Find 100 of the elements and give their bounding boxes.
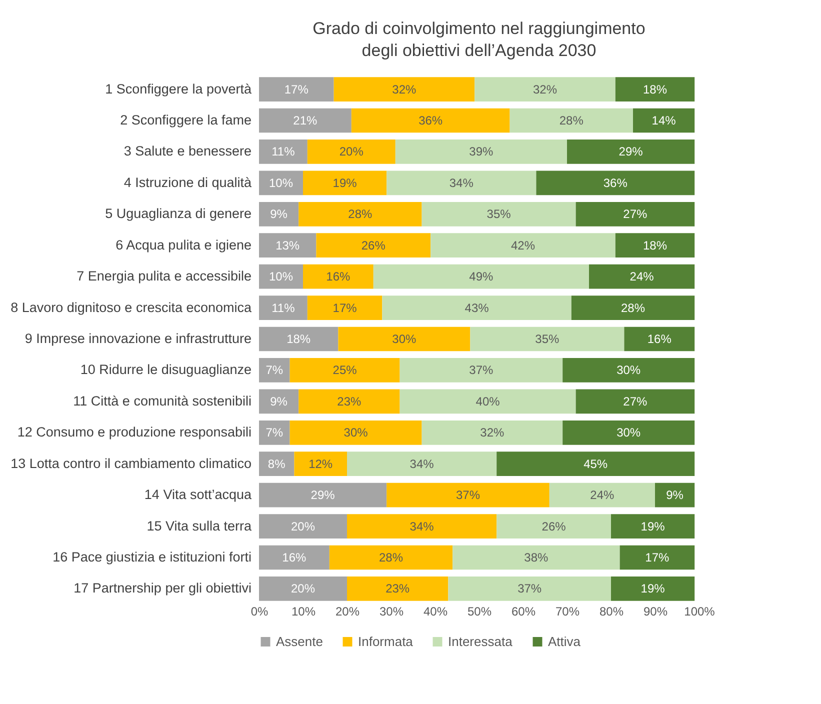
bar <box>259 452 294 476</box>
data-label: 42% <box>510 238 536 252</box>
data-label: 23% <box>337 394 362 408</box>
bar <box>615 233 695 258</box>
bar <box>571 296 695 320</box>
bar <box>259 358 290 382</box>
x-tick-label: 50% <box>467 604 492 618</box>
data-label: 8% <box>268 456 286 471</box>
bar <box>430 233 616 258</box>
y-tick-label: 13 Lotta contro il cambiamento climatico <box>10 456 252 471</box>
bar <box>470 326 624 352</box>
y-tick-label: 1 Sconfiggere la povertà <box>105 81 252 96</box>
y-tick-label: 9 Imprese innovazione e infrastrutture <box>24 331 252 346</box>
data-label: 32% <box>392 82 417 96</box>
bar <box>615 77 695 102</box>
x-tick-label: 40% <box>423 604 448 618</box>
x-tick-label: 30% <box>379 604 404 618</box>
y-tick-label: 8 Lavoro dignitoso e crescita economica <box>10 300 252 315</box>
bar <box>576 202 695 226</box>
bar <box>400 389 576 414</box>
data-label: 12% <box>308 456 333 471</box>
bar <box>303 264 374 289</box>
data-label: 19% <box>640 519 666 534</box>
y-tick-label: 10 Ridurre le disuguaglianze <box>80 362 252 378</box>
legend-label: Informata <box>358 634 414 649</box>
bar <box>259 264 303 289</box>
x-tick-label: 10% <box>291 604 316 618</box>
data-label: 19% <box>640 582 666 596</box>
data-label: 28% <box>559 114 584 128</box>
data-label: 16% <box>647 332 672 346</box>
bar <box>655 482 695 508</box>
data-label: 20% <box>290 582 316 596</box>
y-tick-label: 17 Partnership per gli obiettivi <box>74 580 252 596</box>
data-label: 30% <box>616 363 641 378</box>
y-tick-label: 14 Vita sott’acqua <box>144 487 252 502</box>
bar <box>536 170 695 196</box>
bar <box>307 296 382 320</box>
legend-label: Attiva <box>548 634 582 649</box>
data-label: 37% <box>456 488 480 502</box>
bar <box>620 545 695 570</box>
y-tick-label: 12 Consumo e produzione responsabili <box>17 424 252 440</box>
bar <box>259 140 308 164</box>
data-label: 18% <box>642 238 668 252</box>
y-tick-label: 15 Vita sulla terra <box>146 518 252 534</box>
y-tick-label: 6 Acqua pulita e igiene <box>116 237 252 252</box>
data-label: 29% <box>618 144 644 159</box>
y-tick-label: 4 Istruzione di qualità <box>124 174 252 190</box>
data-label: 9% <box>666 488 684 502</box>
data-label: 9% <box>270 394 288 408</box>
y-tick-label: 3 Salute e benessere <box>124 144 252 159</box>
data-label: 25% <box>332 363 358 378</box>
bar <box>259 576 347 601</box>
bar <box>338 326 470 352</box>
bar <box>259 170 303 196</box>
data-label: 36% <box>603 176 628 190</box>
bar <box>316 233 431 258</box>
y-tick-label: 7 Energia pulita e accessibile <box>76 268 252 284</box>
bar <box>567 140 695 164</box>
data-label: 9% <box>270 207 288 222</box>
bar <box>298 202 422 226</box>
data-label: 37% <box>469 363 494 378</box>
data-label: 43% <box>464 300 490 315</box>
bar <box>373 264 589 289</box>
data-label: 26% <box>542 519 566 534</box>
legend-label: Assente <box>276 634 323 649</box>
data-label: 7% <box>266 426 284 440</box>
data-label: 11% <box>272 300 296 315</box>
data-label: 27% <box>623 394 648 408</box>
bar <box>562 420 695 445</box>
data-label: 10% <box>268 176 294 190</box>
x-tick-label: 60% <box>511 604 536 618</box>
bar <box>633 108 695 133</box>
bar <box>351 108 510 133</box>
bar <box>259 545 330 570</box>
bar <box>347 514 497 538</box>
data-label: 23% <box>386 582 410 596</box>
data-label: 14% <box>652 114 676 128</box>
x-tick-label: 100% <box>684 604 716 618</box>
y-tick-label: 16 Pace giustizia e istituzioni forti <box>52 549 252 564</box>
data-label: 18% <box>286 332 311 346</box>
data-label: 21% <box>293 114 318 128</box>
y-tick-label: 5 Uguaglianza di genere <box>105 206 252 222</box>
bar <box>290 358 400 382</box>
bar <box>386 482 550 508</box>
data-label: 19% <box>332 176 358 190</box>
x-tick-label: 70% <box>555 604 580 618</box>
data-label: 17% <box>332 300 358 315</box>
bar <box>589 264 695 289</box>
bar <box>334 77 475 102</box>
bar <box>259 514 347 538</box>
bar <box>294 452 347 476</box>
x-tick-label: 20% <box>335 604 360 618</box>
bar <box>259 326 338 352</box>
bar <box>347 452 497 476</box>
bar <box>307 140 396 164</box>
bar <box>400 358 563 382</box>
data-label: 30% <box>344 426 368 440</box>
bar <box>329 545 453 570</box>
bar <box>510 108 633 133</box>
data-label: 36% <box>418 114 443 128</box>
